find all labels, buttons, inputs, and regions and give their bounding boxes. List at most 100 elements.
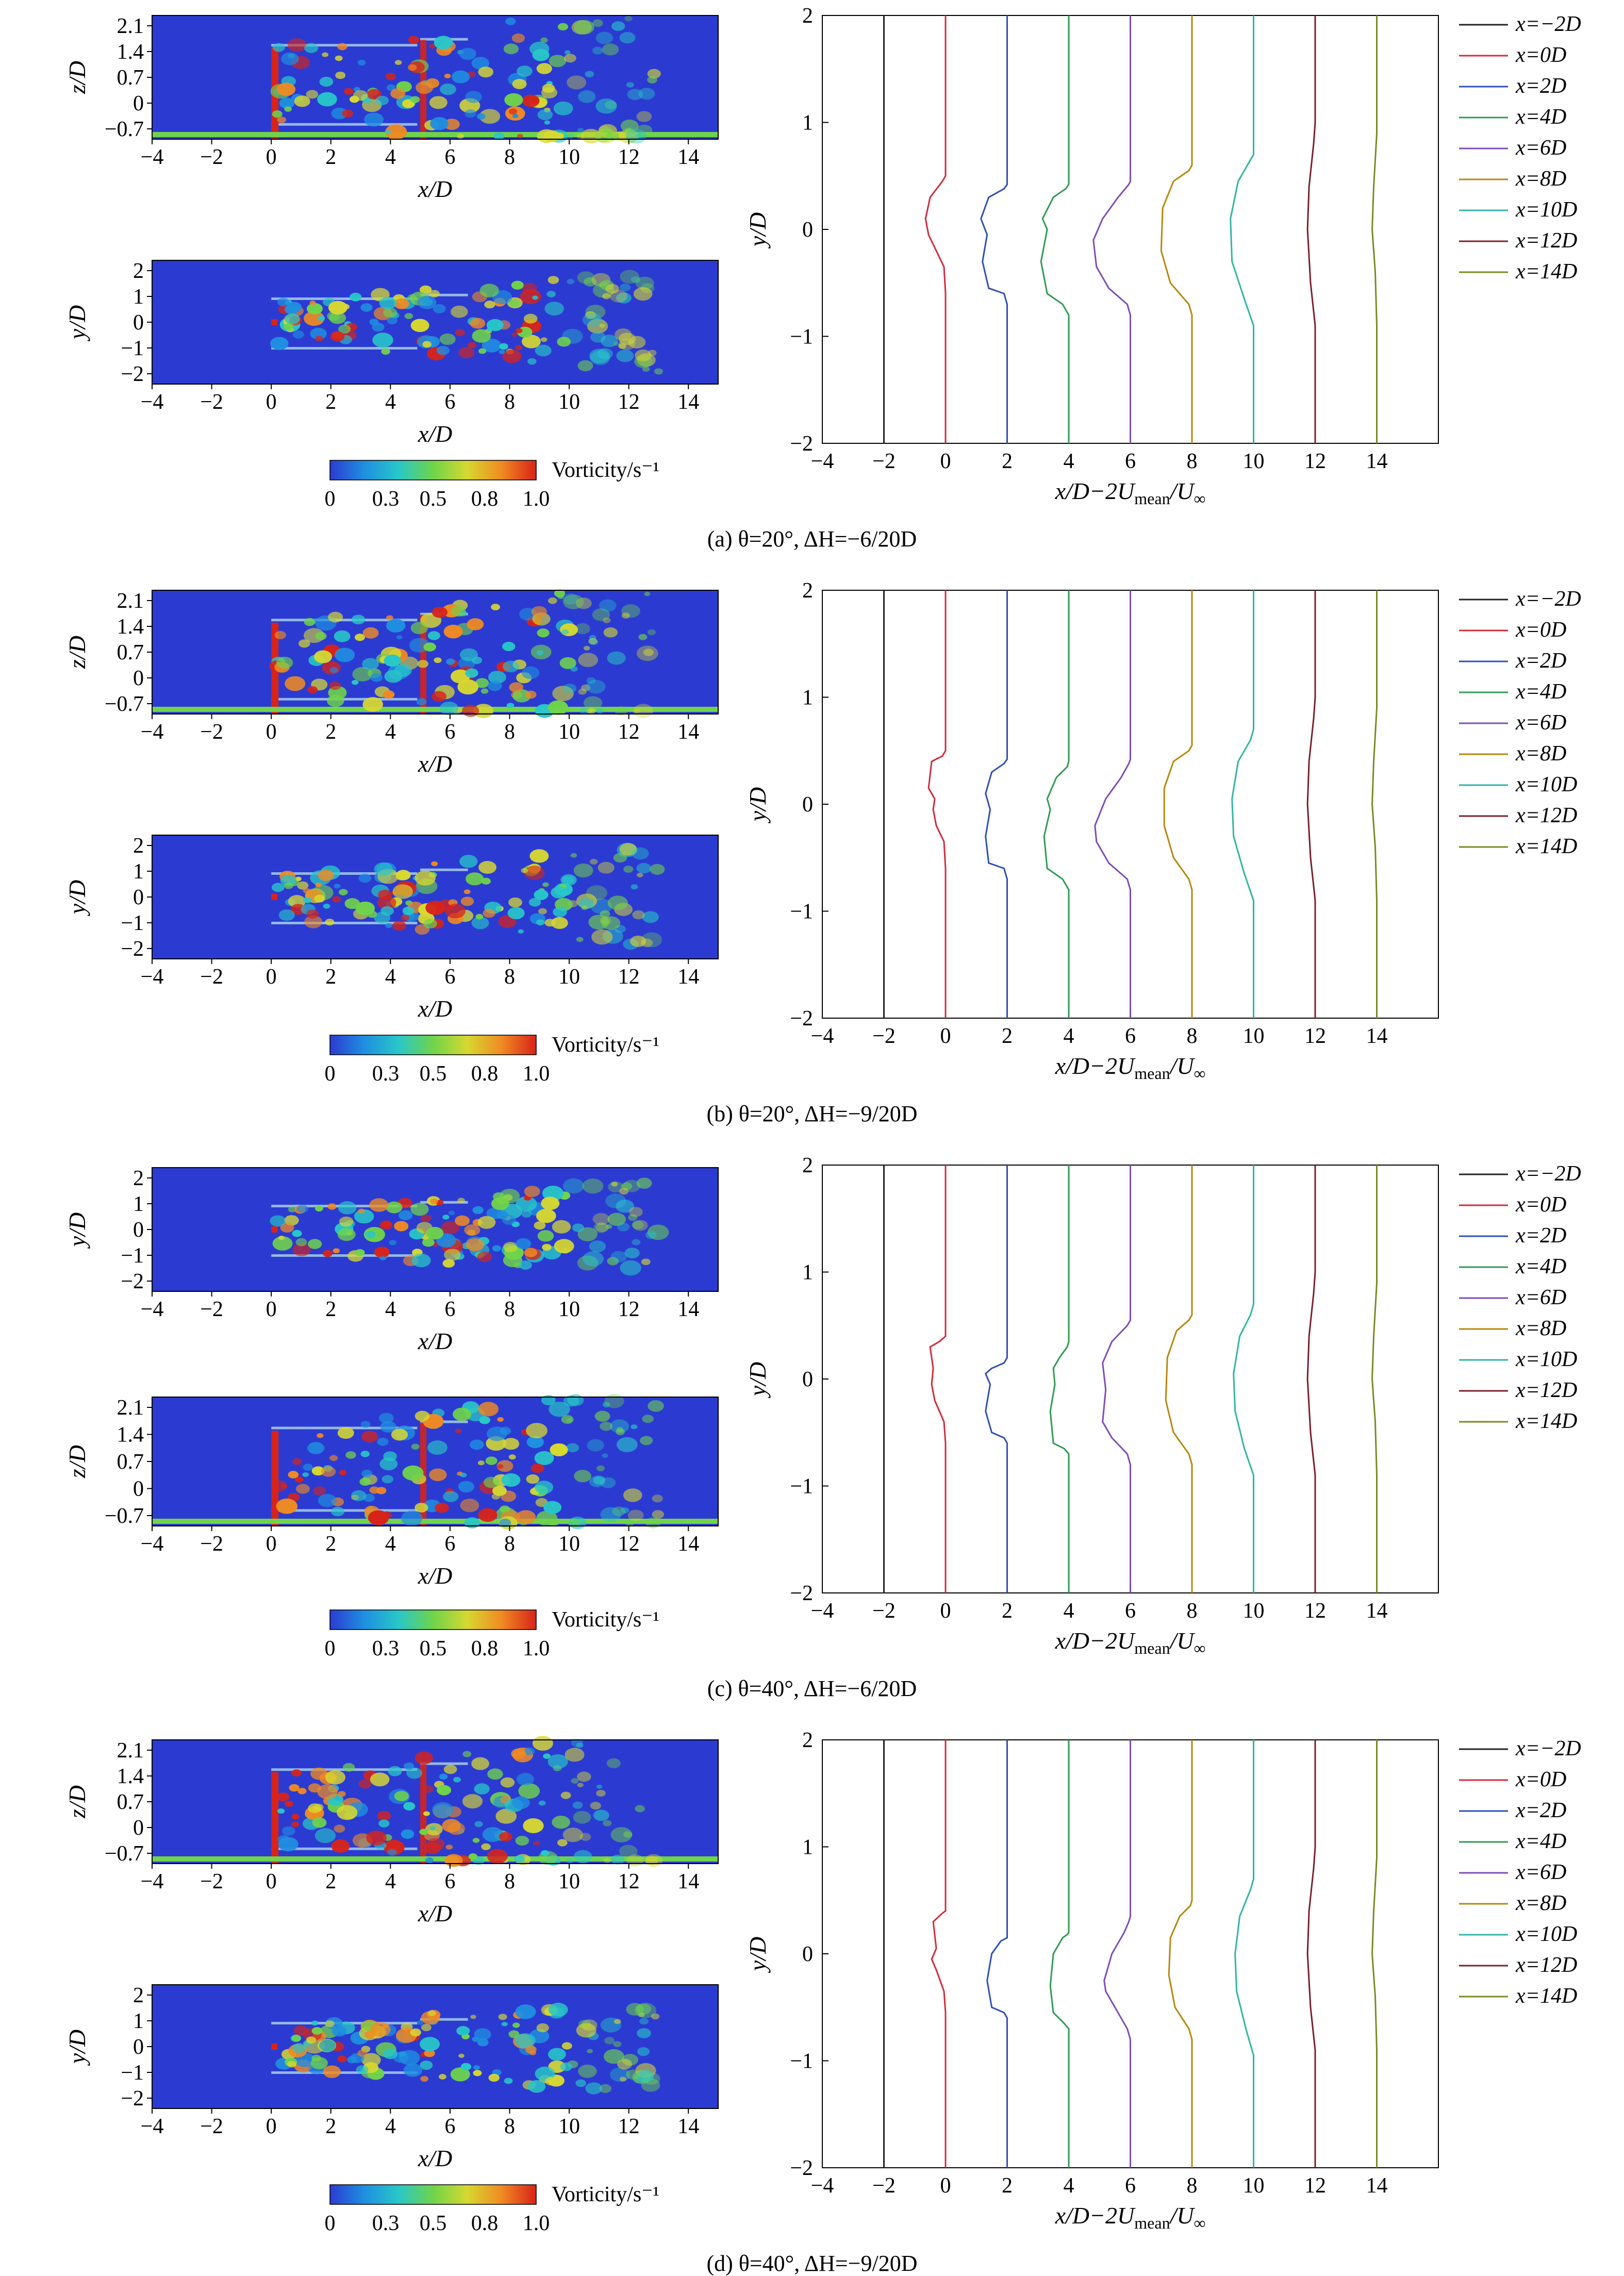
vortex-blob bbox=[276, 1498, 298, 1514]
vortex-blob bbox=[467, 618, 484, 630]
vortex-blob bbox=[331, 1506, 345, 1517]
vortex-blob bbox=[533, 1840, 540, 1846]
wake-shear-layer bbox=[420, 2018, 468, 2021]
contour-xtick-label: 10 bbox=[558, 720, 580, 744]
vortex-blob bbox=[284, 323, 293, 330]
legend-entry: x=2D bbox=[1515, 1799, 1566, 1822]
vortex-blob bbox=[627, 1509, 644, 1521]
vortex-blob bbox=[459, 648, 478, 661]
vortex-blob bbox=[459, 855, 478, 868]
vortex-blob bbox=[526, 1436, 544, 1449]
contour-xtick-label: 12 bbox=[618, 720, 640, 744]
line-ytick-label: 2 bbox=[802, 579, 813, 603]
vortex-blob bbox=[429, 1468, 447, 1482]
vortex-blob bbox=[337, 1427, 354, 1439]
contour-xtick-label: −4 bbox=[141, 720, 164, 744]
vortex-blob bbox=[515, 328, 523, 334]
vortex-blob bbox=[478, 348, 487, 354]
vortex-blob bbox=[601, 916, 621, 930]
contour-xtick-label: 8 bbox=[504, 145, 515, 169]
vortex-blob bbox=[573, 863, 593, 878]
vortex-blob bbox=[583, 696, 603, 710]
vortex-blob bbox=[563, 594, 584, 609]
vortex-blob bbox=[548, 2002, 568, 2017]
vortex-blob bbox=[541, 87, 558, 98]
vortex-blob bbox=[487, 1849, 508, 1864]
vortex-blob bbox=[309, 301, 316, 305]
vortex-blob bbox=[351, 1490, 367, 1501]
vortex-blob bbox=[319, 2039, 336, 2052]
vortex-blob bbox=[389, 1240, 397, 1245]
vortex-blob bbox=[456, 2026, 470, 2036]
line-xtick-label: 10 bbox=[1243, 1599, 1265, 1623]
colorbar-tick-label: 0.8 bbox=[471, 1062, 499, 1086]
vortex-blob bbox=[480, 688, 489, 694]
vortex-blob bbox=[503, 1438, 520, 1450]
vortex-blob bbox=[515, 2004, 536, 2019]
vortex-blob bbox=[459, 47, 476, 60]
vortex-blob bbox=[508, 1454, 516, 1460]
vortex-blob bbox=[426, 1838, 445, 1851]
vortex-blob bbox=[577, 1227, 598, 1241]
vortex-blob bbox=[590, 1802, 601, 1810]
vortex-blob bbox=[311, 2027, 323, 2035]
vortex-blob bbox=[444, 1249, 461, 1261]
vortex-blob bbox=[342, 109, 353, 118]
vortex-blob bbox=[628, 336, 646, 348]
vortex-blob bbox=[369, 1486, 380, 1494]
line-xtick-label: 2 bbox=[1002, 1024, 1013, 1048]
vortex-blob bbox=[620, 1507, 629, 1514]
vortex-blob bbox=[437, 1785, 452, 1796]
vortex-blob bbox=[545, 2076, 557, 2086]
contour-xtick-label: 6 bbox=[444, 720, 455, 744]
vorticity-source bbox=[271, 2044, 278, 2050]
vortex-blob bbox=[606, 1758, 621, 1769]
vortex-blob bbox=[465, 91, 482, 103]
series-line bbox=[1371, 1165, 1378, 1593]
vortex-blob bbox=[548, 1754, 568, 1769]
line-ytick-label: −1 bbox=[790, 2050, 813, 2073]
vortex-blob bbox=[284, 106, 292, 112]
contour-xtick-label: 2 bbox=[325, 1870, 336, 1893]
vortex-blob bbox=[638, 634, 648, 640]
vortex-blob bbox=[379, 296, 397, 309]
vortex-blob bbox=[278, 909, 295, 921]
vortex-blob bbox=[515, 1836, 529, 1846]
colorbar-tick-label: 0 bbox=[325, 1637, 336, 1660]
vortex-blob bbox=[415, 1751, 433, 1765]
legend-entry: x=10D bbox=[1515, 198, 1577, 222]
vortex-blob bbox=[288, 1471, 299, 1478]
vortex-blob bbox=[619, 1188, 629, 1195]
vortex-blob bbox=[518, 929, 524, 934]
vortex-blob bbox=[647, 629, 656, 636]
vortex-blob bbox=[366, 1831, 387, 1846]
vortex-blob bbox=[384, 654, 401, 667]
vortex-blob bbox=[420, 2037, 440, 2052]
vortex-blob bbox=[406, 1767, 422, 1779]
vortex-blob bbox=[308, 1239, 322, 1249]
line-ytick-label: 1 bbox=[802, 111, 813, 135]
vortex-blob bbox=[383, 2048, 398, 2059]
vortex-blob bbox=[632, 910, 645, 920]
contour-ylabel: z/D bbox=[64, 636, 90, 669]
vortex-blob bbox=[487, 1768, 503, 1780]
vortex-blob bbox=[576, 937, 584, 942]
series-line bbox=[1092, 15, 1131, 443]
vortex-blob bbox=[619, 32, 636, 44]
vorticity-source bbox=[271, 1772, 279, 1864]
vortex-blob bbox=[538, 908, 547, 915]
wake-shear-layer bbox=[271, 697, 418, 701]
contour-xtick-label: 4 bbox=[385, 720, 396, 744]
contour-xtick-label: 12 bbox=[618, 1298, 640, 1321]
line-xtick-label: 10 bbox=[1243, 450, 1265, 473]
vortex-blob bbox=[574, 20, 594, 35]
series-line bbox=[1371, 1740, 1378, 2168]
vortex-blob bbox=[385, 73, 396, 80]
vortex-blob bbox=[645, 1517, 661, 1529]
vortex-blob bbox=[641, 1258, 651, 1266]
vortex-blob bbox=[306, 90, 319, 99]
vortex-blob bbox=[333, 1248, 340, 1254]
vortex-blob bbox=[562, 1828, 584, 1842]
vortex-blob bbox=[297, 1788, 307, 1795]
vortex-blob bbox=[325, 919, 335, 926]
